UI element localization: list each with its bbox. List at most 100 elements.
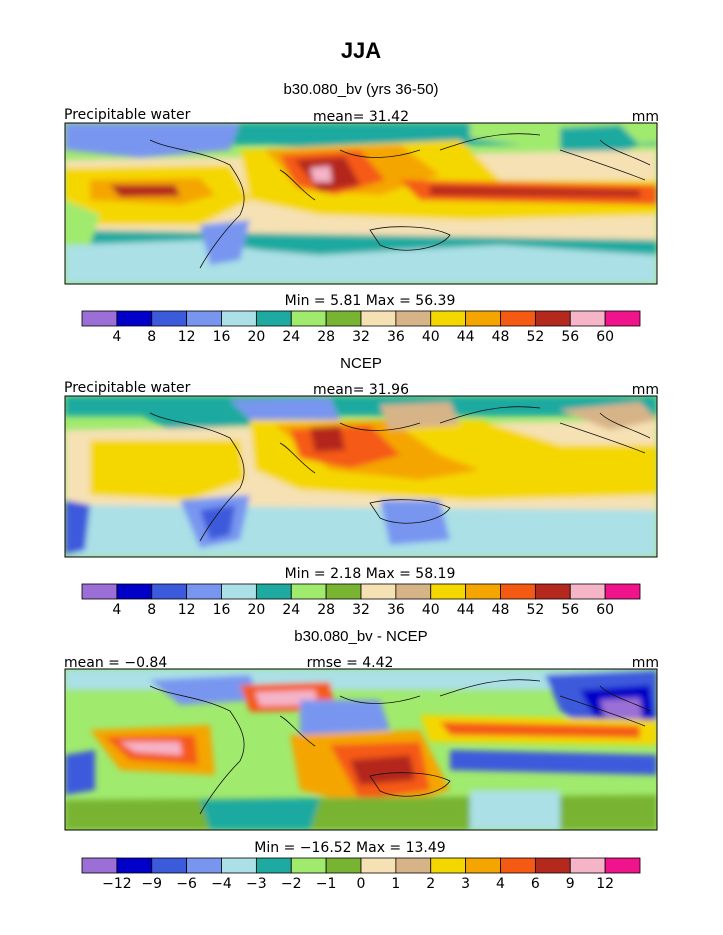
colorbar-tick-label: 48 <box>492 329 510 345</box>
colorbar-tick-label: 48 <box>492 602 510 618</box>
minmax-label: Min = 2.18 Max = 58.19 <box>285 566 456 582</box>
left-label: Precipitable water <box>64 107 191 123</box>
colorbar-tick-label: 8 <box>147 329 156 345</box>
colorbar-tick-label: 20 <box>247 602 265 618</box>
colorbar-tick-label: 12 <box>596 876 614 892</box>
panel-title: b30.080_bv - NCEP <box>294 628 427 645</box>
colorbar-tick-label: 56 <box>561 329 579 345</box>
colorbar-tick-label: 16 <box>213 602 231 618</box>
colorbar-swatch <box>116 857 153 874</box>
colorbar-swatch <box>290 857 327 874</box>
colorbar-swatch <box>465 583 501 600</box>
colorbar-tick-label: 36 <box>387 329 405 345</box>
colorbar-swatch <box>186 583 222 600</box>
colorbar-swatch <box>534 310 571 327</box>
colorbar-tick-label: −9 <box>141 876 162 892</box>
colorbar-tick-label: 8 <box>147 602 156 618</box>
colorbar-tick-label: −2 <box>281 876 302 892</box>
colorbar-swatch <box>430 857 467 874</box>
colorbar-tick-label: 44 <box>457 602 475 618</box>
colorbar-swatch <box>604 857 641 874</box>
colorbar-swatch <box>81 583 118 600</box>
colorbar-swatch <box>604 310 641 327</box>
colorbar-swatch <box>290 310 327 327</box>
colorbar-swatch <box>500 583 536 600</box>
colorbar-tick-label: 24 <box>282 329 300 345</box>
colorbar-tick-label: 12 <box>178 329 196 345</box>
colorbar-tick-label: 20 <box>247 329 265 345</box>
units-label: mm <box>632 655 659 671</box>
colorbar-swatch <box>186 310 222 327</box>
colorbar-swatch <box>221 583 257 600</box>
figure-title: JJA <box>341 38 381 63</box>
colorbar: 4 8 12 16 20 24 28 32 36 40 44 48 52 56 60 <box>81 310 641 345</box>
colorbar: −12 −9 −6 −4 −3 −2 −1 0 1 2 3 4 6 9 12 <box>81 857 641 892</box>
colorbar-tick-label: 24 <box>282 602 300 618</box>
left-label: Precipitable water <box>64 380 191 396</box>
map-field <box>65 396 657 557</box>
colorbar-swatch <box>255 583 292 600</box>
colorbar-tick-label: −4 <box>211 876 232 892</box>
colorbar-swatch <box>255 857 292 874</box>
colorbar-swatch <box>325 857 362 874</box>
colorbar-tick-label: 1 <box>391 876 400 892</box>
minmax-label: Min = −16.52 Max = 13.49 <box>254 840 445 856</box>
minmax-label: Min = 5.81 Max = 56.39 <box>285 293 456 309</box>
left-label: mean = −0.84 <box>64 655 167 671</box>
map-frame <box>64 395 658 558</box>
colorbar-swatch <box>430 583 467 600</box>
colorbar-tick-label: 36 <box>387 602 405 618</box>
colorbar-swatch <box>255 310 292 327</box>
colorbar-tick-label: −12 <box>102 876 132 892</box>
colorbar-swatch <box>116 583 153 600</box>
colorbar-tick-label: 40 <box>422 602 440 618</box>
map-field <box>65 123 657 284</box>
colorbar-tick-label: 3 <box>461 876 470 892</box>
colorbar-tick-label: 40 <box>422 329 440 345</box>
colorbar-swatch <box>569 857 606 874</box>
colorbar: 4 8 12 16 20 24 28 32 36 40 44 48 52 56 60 <box>81 583 641 618</box>
colorbar-tick-label: 32 <box>352 602 370 618</box>
colorbar-swatch <box>604 583 641 600</box>
colorbar-swatch <box>569 583 606 600</box>
colorbar-swatch <box>151 310 188 327</box>
colorbar-swatch <box>360 857 397 874</box>
colorbar-tick-label: 28 <box>317 329 335 345</box>
colorbar-swatch <box>500 310 536 327</box>
colorbar-tick-label: 0 <box>357 876 366 892</box>
colorbar-swatch <box>151 583 188 600</box>
panel-model: b30.080_bv (yrs 36-50) Precipitable wate… <box>64 81 659 345</box>
colorbar-swatch <box>290 583 327 600</box>
mean-label: mean= 31.42 <box>313 109 409 125</box>
colorbar-swatch <box>116 310 153 327</box>
panel-observed: NCEP Precipitable water mean= 31.96 mm <box>64 355 659 618</box>
panel-difference: b30.080_bv - NCEP mean = −0.84 rmse = 4.… <box>64 628 659 892</box>
colorbar-tick-label: 16 <box>213 329 231 345</box>
colorbar-swatch <box>186 857 222 874</box>
colorbar-tick-label: 60 <box>596 602 614 618</box>
map-field <box>65 669 657 830</box>
colorbar-tick-label: −3 <box>246 876 267 892</box>
units-label: mm <box>632 109 659 125</box>
colorbar-swatch <box>360 583 397 600</box>
colorbar-swatch <box>395 310 432 327</box>
colorbar-tick-label: 4 <box>112 329 121 345</box>
colorbar-swatch <box>500 857 536 874</box>
colorbar-tick-label: 9 <box>566 876 575 892</box>
units-label: mm <box>632 382 659 398</box>
colorbar-tick-label: 6 <box>531 876 540 892</box>
map-frame <box>64 122 658 285</box>
colorbar-swatch <box>325 310 362 327</box>
mean-label: mean= 31.96 <box>313 382 409 398</box>
colorbar-tick-label: 32 <box>352 329 370 345</box>
colorbar-swatch <box>465 857 501 874</box>
map-frame <box>64 668 658 831</box>
colorbar-tick-label: 44 <box>457 329 475 345</box>
panel-title: NCEP <box>340 355 382 372</box>
colorbar-tick-label: 52 <box>526 329 544 345</box>
colorbar-swatch <box>430 310 467 327</box>
colorbar-tick-label: −1 <box>316 876 337 892</box>
colorbar-swatch <box>325 583 362 600</box>
colorbar-swatch <box>81 857 118 874</box>
colorbar-swatch <box>569 310 606 327</box>
